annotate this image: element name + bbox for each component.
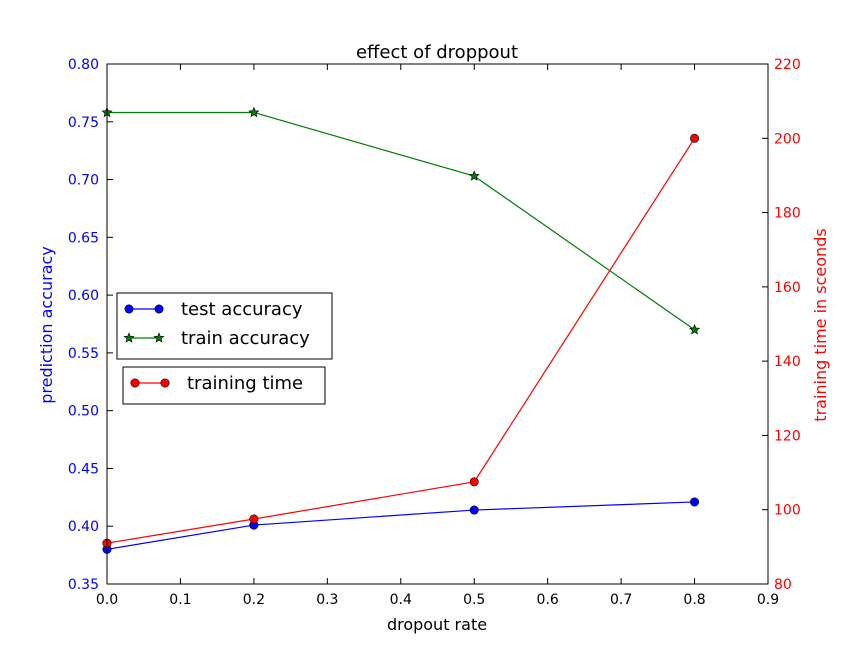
x-tick-label: 0.7 — [610, 592, 632, 608]
x-axis-label: dropout rate — [387, 615, 487, 634]
legend-box — [122, 366, 326, 405]
data-point — [690, 133, 700, 143]
y-left-tick-label: 0.80 — [68, 57, 99, 73]
legend-marker — [153, 332, 165, 343]
y-axis-label-right: training time in sceonds — [811, 228, 830, 421]
data-point — [469, 477, 479, 487]
data-point — [689, 324, 701, 335]
y-right-tick-label: 100 — [774, 503, 801, 519]
y-right-tick-label: 140 — [774, 354, 801, 370]
y-left-tick-label: 0.45 — [68, 461, 99, 477]
data-point — [468, 170, 480, 181]
y-left-tick-label: 0.60 — [68, 288, 99, 304]
y-left-tick-label: 0.70 — [68, 173, 99, 189]
legend-marker — [123, 332, 135, 343]
legend-box — [116, 292, 333, 360]
legend-marker — [154, 304, 164, 314]
legend-entry-label: test accuracy — [181, 299, 303, 320]
y-left-tick-label: 0.55 — [68, 346, 99, 362]
x-tick-label: 0.4 — [390, 592, 412, 608]
legend-marker — [130, 378, 140, 388]
y-left-tick-label: 0.40 — [68, 519, 99, 535]
x-tick-label: 0.5 — [463, 592, 485, 608]
series-line-test-accuracy — [106, 501, 695, 550]
y-right-tick-label: 220 — [774, 57, 801, 73]
x-tick-label: 0.2 — [243, 592, 265, 608]
x-tick-label: 0.9 — [757, 592, 779, 608]
data-point — [469, 505, 479, 515]
series-line-training-time — [106, 137, 696, 544]
y-right-tick-label: 80 — [774, 577, 792, 593]
legend-entry-label: training time — [187, 373, 303, 394]
y-left-tick-label: 0.65 — [68, 230, 99, 246]
legend-entry-label: train accuracy — [181, 328, 310, 349]
data-point — [249, 514, 259, 524]
chart-title: effect of droppout — [356, 42, 518, 63]
y-right-tick-label: 180 — [774, 206, 801, 222]
y-axis-label-left: prediction accuracy — [37, 246, 56, 404]
y-right-tick-label: 160 — [774, 280, 801, 296]
x-tick-label: 0.0 — [96, 592, 118, 608]
y-right-tick-label: 200 — [774, 131, 801, 147]
x-tick-label: 0.8 — [683, 592, 705, 608]
x-tick-label: 0.6 — [537, 592, 559, 608]
y-left-tick-label: 0.75 — [68, 115, 99, 131]
x-tick-label: 0.3 — [316, 592, 338, 608]
y-left-tick-label: 0.35 — [68, 577, 99, 593]
x-tick-label: 0.1 — [169, 592, 191, 608]
y-left-tick-label: 0.50 — [68, 404, 99, 420]
series-line-train-accuracy — [107, 111, 695, 331]
data-point — [690, 497, 700, 507]
legend-marker — [160, 378, 170, 388]
legend-marker — [124, 304, 134, 314]
y-right-tick-label: 120 — [774, 428, 801, 444]
data-point — [248, 106, 260, 118]
plot-frame — [106, 63, 769, 585]
